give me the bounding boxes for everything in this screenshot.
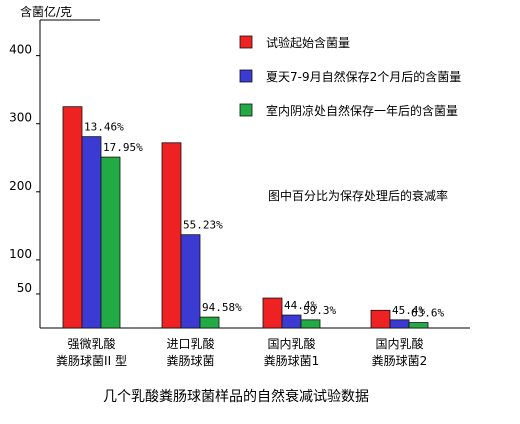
decay-rate-label: 59.3% [303,304,336,317]
category-label: 粪肠球菌1 [264,354,320,368]
bar-4-series-2 [389,319,410,329]
y-axis-label: 含菌亿/克 [20,4,72,19]
bar-4-series-1 [370,309,391,329]
decay-rate-label: 45.4% [392,304,425,317]
legend-swatch [239,69,253,83]
bars [62,106,429,329]
decay-rate-label: 94.58% [202,301,242,314]
legend-swatch [239,103,253,117]
legend-swatch [239,35,253,49]
decay-rate-label: 17.95% [103,141,143,154]
bar-3-series-1 [262,297,283,329]
chart-title: 几个乳酸粪肠球菌样品的自然衰减试验数据 [103,388,369,405]
bar-2-series-1 [161,142,182,329]
category-label: 粪肠球菌 [166,354,214,368]
legend-label: 试验起始含菌量 [266,35,350,50]
y-tick-label: 100 [9,247,32,261]
category-label: 国内乳酸 [267,336,315,351]
y-tick-label: 50 [17,281,32,295]
y-tick-label: 200 [9,179,32,193]
bar-2-series-2 [180,234,201,329]
bar-3-series-3 [300,319,321,329]
legend-label: 夏天7-9月自然保存2个月后的含菌量 [266,69,461,84]
decay-rate-label: 44.4% [284,299,317,312]
y-tick-label: 300 [9,111,32,125]
legend-label: 室内阴凉处自然保存一年后的含菌量 [266,103,458,118]
category-label: 进口乳酸 [166,336,214,351]
decay-rate-label: 63.6% [411,307,444,320]
category-label: 强微乳酸 [67,336,115,351]
decay-rate-label: 13.46% [84,121,124,134]
bar-1-series-2 [81,136,102,329]
bar-2-series-3 [199,316,220,329]
y-tick-label: 400 [9,43,32,57]
chart-note: 图中百分比为保存处理后的衰减率 [268,188,448,203]
category-label: 粪肠球菌II 型 [56,354,127,368]
legend: 试验起始含菌量夏天7-9月自然保存2个月后的含菌量室内阴凉处自然保存一年后的含菌… [239,35,461,118]
bar-1-series-3 [100,156,121,329]
bar-4-series-3 [408,322,429,329]
category-label: 粪肠球菌2 [372,354,428,368]
bar-3-series-2 [281,314,302,329]
bar-1-series-1 [62,106,83,329]
category-label: 国内乳酸 [375,336,423,351]
decay-rate-label: 55.23% [183,219,223,232]
